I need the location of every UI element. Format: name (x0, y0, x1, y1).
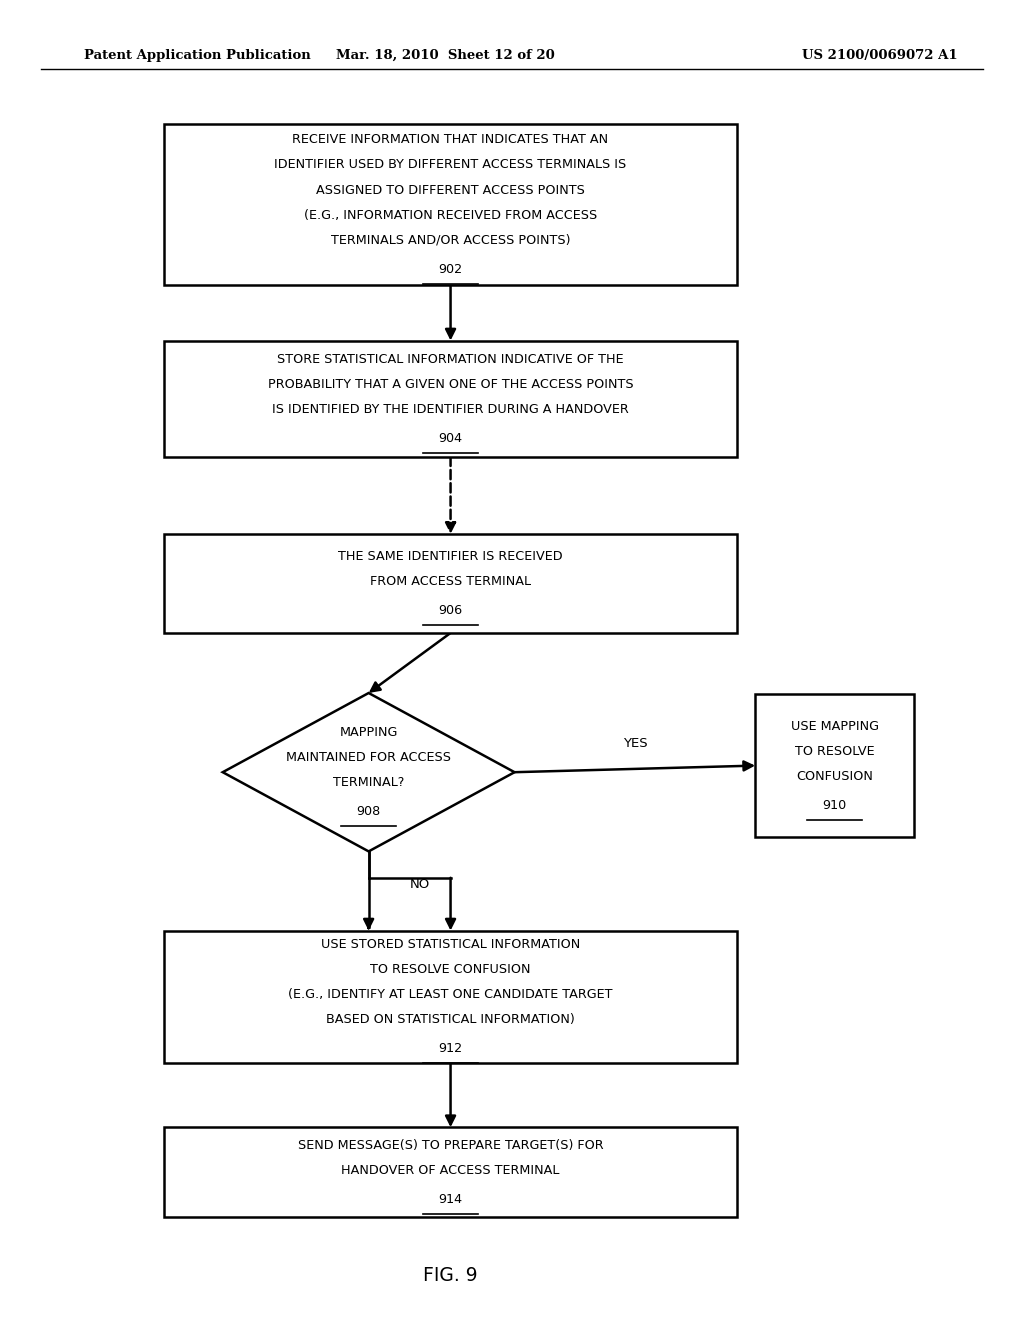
Text: US 2100/0069072 A1: US 2100/0069072 A1 (802, 49, 957, 62)
Text: 908: 908 (356, 805, 381, 818)
Text: 904: 904 (438, 432, 463, 445)
Text: RECEIVE INFORMATION THAT INDICATES THAT AN: RECEIVE INFORMATION THAT INDICATES THAT … (293, 133, 608, 147)
Text: IDENTIFIER USED BY DIFFERENT ACCESS TERMINALS IS: IDENTIFIER USED BY DIFFERENT ACCESS TERM… (274, 158, 627, 172)
Text: SEND MESSAGE(S) TO PREPARE TARGET(S) FOR: SEND MESSAGE(S) TO PREPARE TARGET(S) FOR (298, 1139, 603, 1151)
Text: HANDOVER OF ACCESS TERMINAL: HANDOVER OF ACCESS TERMINAL (341, 1164, 560, 1176)
Text: 914: 914 (438, 1193, 463, 1205)
Text: Mar. 18, 2010  Sheet 12 of 20: Mar. 18, 2010 Sheet 12 of 20 (336, 49, 555, 62)
Bar (164, 341, 737, 457)
Text: BASED ON STATISTICAL INFORMATION): BASED ON STATISTICAL INFORMATION) (327, 1014, 574, 1026)
Text: 910: 910 (822, 799, 847, 812)
Text: 906: 906 (438, 605, 463, 616)
Text: 902: 902 (438, 263, 463, 276)
Text: IS IDENTIFIED BY THE IDENTIFIER DURING A HANDOVER: IS IDENTIFIED BY THE IDENTIFIER DURING A… (272, 403, 629, 416)
Text: USE MAPPING: USE MAPPING (791, 719, 879, 733)
Text: MAPPING: MAPPING (339, 726, 398, 739)
Text: TO RESOLVE: TO RESOLVE (795, 744, 874, 758)
Text: THE SAME IDENTIFIER IS RECEIVED: THE SAME IDENTIFIER IS RECEIVED (338, 550, 563, 562)
Text: (E.G., IDENTIFY AT LEAST ONE CANDIDATE TARGET: (E.G., IDENTIFY AT LEAST ONE CANDIDATE T… (289, 989, 612, 1001)
Text: 912: 912 (438, 1043, 463, 1055)
Bar (164, 931, 737, 1063)
Text: Patent Application Publication: Patent Application Publication (84, 49, 310, 62)
Text: TO RESOLVE CONFUSION: TO RESOLVE CONFUSION (371, 964, 530, 975)
Text: TERMINALS AND/OR ACCESS POINTS): TERMINALS AND/OR ACCESS POINTS) (331, 234, 570, 247)
Bar (164, 535, 737, 632)
Bar (164, 124, 737, 285)
Text: YES: YES (623, 737, 647, 750)
Text: MAINTAINED FOR ACCESS: MAINTAINED FOR ACCESS (286, 751, 452, 764)
Text: USE STORED STATISTICAL INFORMATION: USE STORED STATISTICAL INFORMATION (321, 939, 581, 950)
Text: FIG. 9: FIG. 9 (423, 1266, 478, 1284)
Polygon shape (223, 693, 514, 851)
Text: CONFUSION: CONFUSION (796, 770, 873, 783)
Bar (755, 694, 913, 837)
Text: TERMINAL?: TERMINAL? (333, 776, 404, 789)
Text: ASSIGNED TO DIFFERENT ACCESS POINTS: ASSIGNED TO DIFFERENT ACCESS POINTS (316, 183, 585, 197)
Bar (164, 1127, 737, 1217)
Text: STORE STATISTICAL INFORMATION INDICATIVE OF THE: STORE STATISTICAL INFORMATION INDICATIVE… (278, 352, 624, 366)
Text: FROM ACCESS TERMINAL: FROM ACCESS TERMINAL (370, 576, 531, 587)
Text: PROBABILITY THAT A GIVEN ONE OF THE ACCESS POINTS: PROBABILITY THAT A GIVEN ONE OF THE ACCE… (267, 378, 634, 391)
Text: (E.G., INFORMATION RECEIVED FROM ACCESS: (E.G., INFORMATION RECEIVED FROM ACCESS (304, 209, 597, 222)
Text: NO: NO (410, 878, 430, 891)
